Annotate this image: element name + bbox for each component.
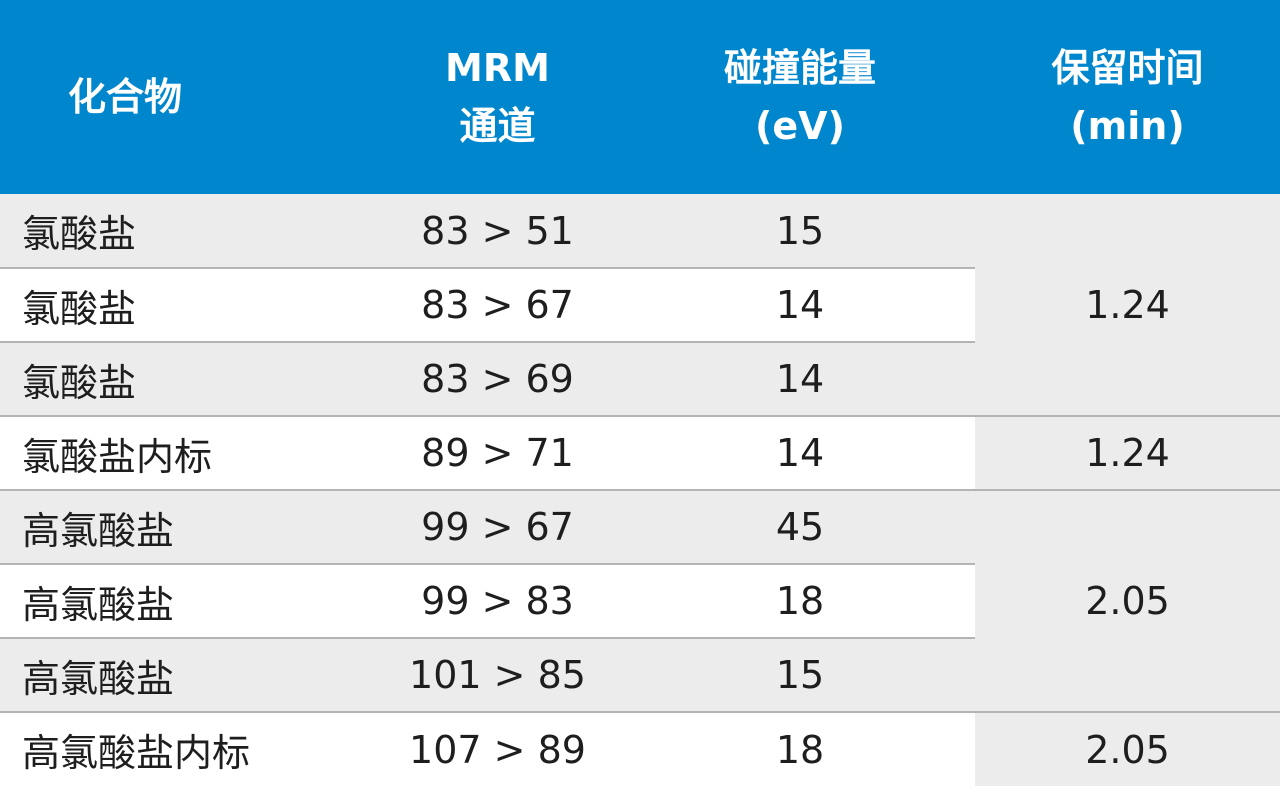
compound-cell: 氯酸盐内标 bbox=[0, 416, 370, 491]
rt-cell: 1.24 bbox=[975, 194, 1280, 417]
mrm-cell: 107 > 89 bbox=[409, 727, 586, 772]
table-row: 高氯酸盐 99 > 83 18 bbox=[0, 564, 1280, 639]
rt-cell: 2.05 bbox=[975, 712, 1280, 786]
table-row: 氯酸盐 83 > 51 15 1.24 bbox=[0, 194, 1280, 417]
compound-cell: 高氯酸盐内标 bbox=[22, 731, 251, 775]
mrm-cell: 99 > 67 bbox=[370, 490, 625, 565]
ce-cell: 14 bbox=[625, 416, 975, 491]
compound-cell: 氯酸盐 bbox=[0, 342, 370, 417]
ce-cell: 18 bbox=[625, 564, 975, 639]
ce-cell: 18 bbox=[775, 727, 825, 772]
rt-cell: 1.24 bbox=[975, 416, 1280, 491]
header-ce-label: 碰撞能量 bbox=[723, 46, 876, 90]
ce-cell: 45 bbox=[625, 490, 975, 565]
mrm-cell: 83 > 67 bbox=[370, 268, 625, 343]
ce-cell: 15 bbox=[625, 638, 975, 713]
header-rt-unit: (min) bbox=[1070, 104, 1185, 148]
mrm-cell: 83 > 51 bbox=[370, 194, 625, 269]
compound-cell: 氯酸盐 bbox=[0, 268, 370, 343]
table-row: 氯酸盐 83 > 69 14 bbox=[0, 342, 1280, 417]
header-collision-energy: 碰撞能量 (eV) bbox=[625, 0, 975, 194]
mrm-cell: 101 > 85 bbox=[370, 638, 625, 713]
header-row: 化合物 MRM 通道 碰撞能量 (eV) 保留时间 (min) bbox=[0, 0, 1280, 194]
mrm-cell: 89 > 71 bbox=[370, 416, 625, 491]
table-row: 高氯酸盐 99 > 67 45 2.05 bbox=[0, 490, 1280, 713]
mrm-cell: 99 > 83 bbox=[370, 564, 625, 639]
header-compound-label: 化合物 bbox=[68, 75, 183, 119]
ce-cell: 14 bbox=[625, 268, 975, 343]
header-mrm: MRM 通道 bbox=[370, 0, 625, 194]
header-mrm-sublabel: 通道 bbox=[459, 104, 536, 148]
compound-cell: 高氯酸盐 bbox=[0, 564, 370, 639]
header-mrm-label: MRM bbox=[445, 46, 550, 90]
rt-cell: 2.05 bbox=[975, 490, 1280, 713]
ce-cell: 15 bbox=[625, 194, 975, 269]
table-row: 氯酸盐 83 > 67 14 bbox=[0, 268, 1280, 343]
mrm-cell: 83 > 69 bbox=[370, 342, 625, 417]
compound-cell: 氯酸盐 bbox=[0, 194, 370, 269]
ce-cell: 14 bbox=[625, 342, 975, 417]
table-row: 高氯酸盐 101 > 85 15 bbox=[0, 638, 1280, 713]
compound-cell: 高氯酸盐 bbox=[0, 490, 370, 565]
header-compound: 化合物 bbox=[0, 0, 370, 194]
table-row: 高氯酸盐内标 107 > 89 18 2.05 bbox=[0, 712, 1280, 786]
compound-cell: 高氯酸盐 bbox=[0, 638, 370, 713]
header-retention-time: 保留时间 (min) bbox=[975, 0, 1280, 194]
header-rt-label: 保留时间 bbox=[1051, 46, 1204, 90]
table-row: 氯酸盐内标 89 > 71 14 1.24 bbox=[0, 416, 1280, 491]
header-ce-unit: (eV) bbox=[755, 104, 845, 148]
